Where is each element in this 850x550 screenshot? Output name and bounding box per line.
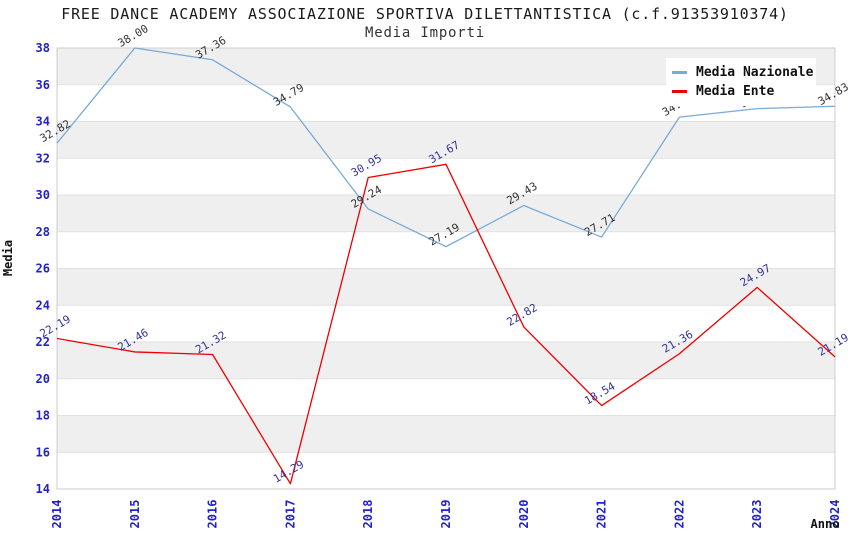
x-tick-label: 2016 <box>206 500 220 529</box>
plot-band <box>57 305 835 342</box>
y-tick-label: 30 <box>36 188 50 202</box>
plot-band <box>57 415 835 453</box>
legend-swatch-red-line-icon <box>672 90 687 93</box>
legend-label: Media Ente <box>696 84 775 99</box>
plot-band <box>57 342 835 379</box>
x-tick-label: 2017 <box>283 500 297 529</box>
series-line-media-nazionale <box>56 47 836 248</box>
y-tick-label: 38 <box>36 41 50 55</box>
x-tick-label: 2023 <box>750 500 764 529</box>
y-tick-label: 36 <box>36 78 50 92</box>
x-tick-label: 2022 <box>672 500 686 529</box>
x-tick-label: 2021 <box>595 500 609 529</box>
y-tick-label: 22 <box>36 335 50 349</box>
y-tick-label: 24 <box>36 298 50 312</box>
legend-label: Media Nazionale <box>696 65 814 80</box>
legend-item-media-nazionale: Media Nazionale <box>672 63 814 82</box>
legend-item-media-ente: Media Ente <box>672 82 810 101</box>
plot-band <box>57 268 835 306</box>
y-tick-label: 28 <box>36 225 50 239</box>
plot-band <box>57 378 835 416</box>
x-axis-title: Anno <box>811 517 840 531</box>
x-tick-label: 2020 <box>517 500 531 529</box>
y-tick-label: 18 <box>36 409 50 423</box>
x-tick-label: 2019 <box>439 500 453 529</box>
plot-band <box>57 231 835 269</box>
legend-swatch-blue-line-icon <box>672 71 687 74</box>
legend: Media Nazionale Media Ente <box>666 58 816 106</box>
x-tick-label: 2024 <box>828 500 842 529</box>
y-tick-label: 26 <box>36 262 50 276</box>
series-line-media-ente <box>56 163 836 485</box>
y-axis-title: Media <box>1 240 15 276</box>
y-tick-label: 20 <box>36 372 50 386</box>
y-tick-label: 34 <box>36 115 50 129</box>
chart-title: FREE DANCE ACADEMY ASSOCIAZIONE SPORTIVA… <box>61 5 789 23</box>
plot-band <box>57 195 835 232</box>
plot-border <box>56 47 836 490</box>
chart-subtitle: Media Importi <box>365 25 485 41</box>
y-tick-label: 32 <box>36 151 50 165</box>
plot-band <box>57 452 835 489</box>
plot-band <box>57 121 835 159</box>
x-tick-label: 2015 <box>128 500 142 529</box>
y-tick-label: 16 <box>36 445 50 459</box>
x-tick-label: 2018 <box>361 500 375 529</box>
x-tick-label: 2014 <box>50 500 64 529</box>
y-tick-label: 14 <box>36 482 50 496</box>
